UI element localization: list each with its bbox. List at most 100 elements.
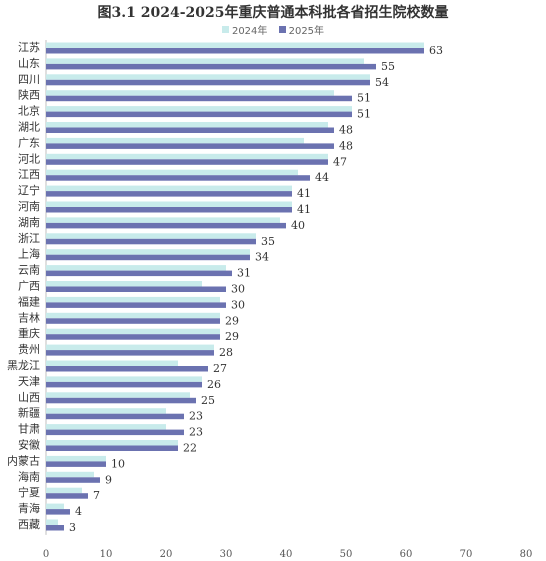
bar-2025: [46, 334, 220, 340]
bar-2024: [46, 249, 250, 255]
bar-2025: [46, 238, 256, 245]
bar-2025: [46, 63, 376, 70]
bar-2024: [46, 487, 82, 494]
data-label-2025: 51: [357, 92, 371, 105]
data-label-2025: 4: [75, 505, 82, 518]
bar-2024: [46, 153, 328, 160]
x-tick-label: 40: [280, 549, 293, 560]
bar-2025: [46, 111, 352, 118]
data-label-2025: 63: [429, 44, 443, 57]
legend-label-2025: 2025年: [288, 26, 325, 37]
x-tick-label: 10: [100, 549, 113, 560]
x-tick-label: 30: [220, 549, 233, 560]
bar-2024: [46, 137, 304, 144]
data-label-2025: 27: [213, 362, 227, 375]
bar-2025: [46, 350, 214, 356]
category-label: 天津: [18, 375, 40, 388]
category-label: 青海: [18, 501, 40, 515]
bar-2024: [46, 42, 424, 48]
category-label: 福建: [18, 294, 40, 308]
category-label: 浙江: [18, 232, 40, 245]
bar-2025: [46, 48, 424, 54]
category-label: 甘肃: [18, 423, 40, 436]
bar-2025: [46, 413, 184, 420]
data-label-2025: 25: [201, 394, 215, 407]
bar-2024: [46, 296, 220, 303]
chart-title: 图3.1 2024-2025年重庆普通本科批各省招生院校数量: [97, 5, 449, 21]
category-label: 内蒙古: [7, 453, 40, 467]
bar-2024: [46, 122, 328, 128]
bar-2025: [46, 302, 226, 308]
bar-2025: [46, 159, 328, 165]
category-label: 山东: [18, 57, 40, 70]
bar-2024: [46, 312, 220, 319]
category-label: 重庆: [18, 326, 40, 340]
category-label: 云南: [18, 264, 40, 277]
bar-2024: [46, 424, 166, 430]
legend-item-2024: 2024年: [221, 22, 268, 37]
bar-2025: [46, 254, 250, 261]
category-label: 安徽: [18, 438, 40, 452]
legend-swatch-2025: [278, 26, 286, 33]
bar-2024: [46, 106, 352, 112]
bar-2025: [46, 366, 208, 372]
data-label-2025: 29: [225, 314, 239, 327]
x-tick-label: 70: [460, 549, 473, 560]
bar-2025: [46, 445, 178, 451]
bar-2024: [46, 519, 58, 525]
bar-2024: [46, 281, 202, 287]
legend: 2024年 2025年: [0, 22, 546, 37]
data-label-2025: 7: [93, 489, 100, 502]
category-label: 北京: [18, 104, 40, 118]
data-label-2025: 22: [183, 442, 197, 455]
legend-label-2024: 2024年: [231, 26, 268, 37]
x-tick-label: 80: [520, 549, 533, 560]
data-label-2025: 51: [357, 108, 371, 121]
category-label: 辽宁: [18, 183, 40, 197]
data-label-2025: 29: [225, 330, 239, 343]
data-label-2025: 23: [189, 426, 203, 439]
data-label-2025: 35: [261, 235, 275, 248]
bar-2024: [46, 440, 178, 446]
bar-2024: [46, 376, 202, 382]
category-label: 新疆: [18, 406, 40, 420]
x-tick-label: 50: [340, 549, 353, 560]
bar-2025: [46, 477, 100, 483]
bar-2025: [46, 381, 202, 388]
category-label: 黑龙江: [7, 359, 40, 372]
data-label-2025: 55: [381, 60, 395, 73]
bar-2024: [46, 90, 334, 96]
bar-2025: [46, 525, 64, 531]
category-label: 河北: [18, 152, 40, 165]
category-label: 西藏: [18, 518, 40, 531]
category-label: 江苏: [18, 41, 40, 54]
data-label-2025: 23: [189, 410, 203, 423]
bar-2024: [46, 74, 370, 80]
data-label-2025: 48: [339, 124, 353, 137]
data-label-2025: 3: [69, 521, 76, 534]
bar-2025: [46, 461, 106, 467]
data-label-2025: 41: [297, 187, 311, 200]
legend-swatch-2024: [221, 26, 229, 33]
x-tick-label: 20: [160, 549, 173, 560]
category-label: 吉林: [18, 310, 40, 324]
x-tick-label: 0: [43, 549, 49, 560]
category-label: 山西: [18, 391, 40, 404]
category-label: 宁夏: [18, 485, 40, 499]
category-label: 广东: [18, 136, 40, 149]
bar-2025: [46, 286, 226, 292]
bar-2024: [46, 217, 280, 223]
category-label: 上海: [18, 247, 40, 261]
bar-2025: [46, 509, 70, 515]
bar-2025: [46, 207, 292, 213]
category-label: 江西: [18, 168, 40, 181]
category-label: 四川: [18, 73, 40, 86]
data-label-2025: 28: [219, 346, 233, 359]
legend-item-2025: 2025年: [278, 22, 325, 37]
data-label-2025: 47: [333, 155, 347, 168]
data-label-2025: 31: [237, 267, 251, 280]
bar-2025: [46, 397, 196, 404]
bar-2024: [46, 201, 292, 207]
data-label-2025: 41: [297, 203, 311, 216]
